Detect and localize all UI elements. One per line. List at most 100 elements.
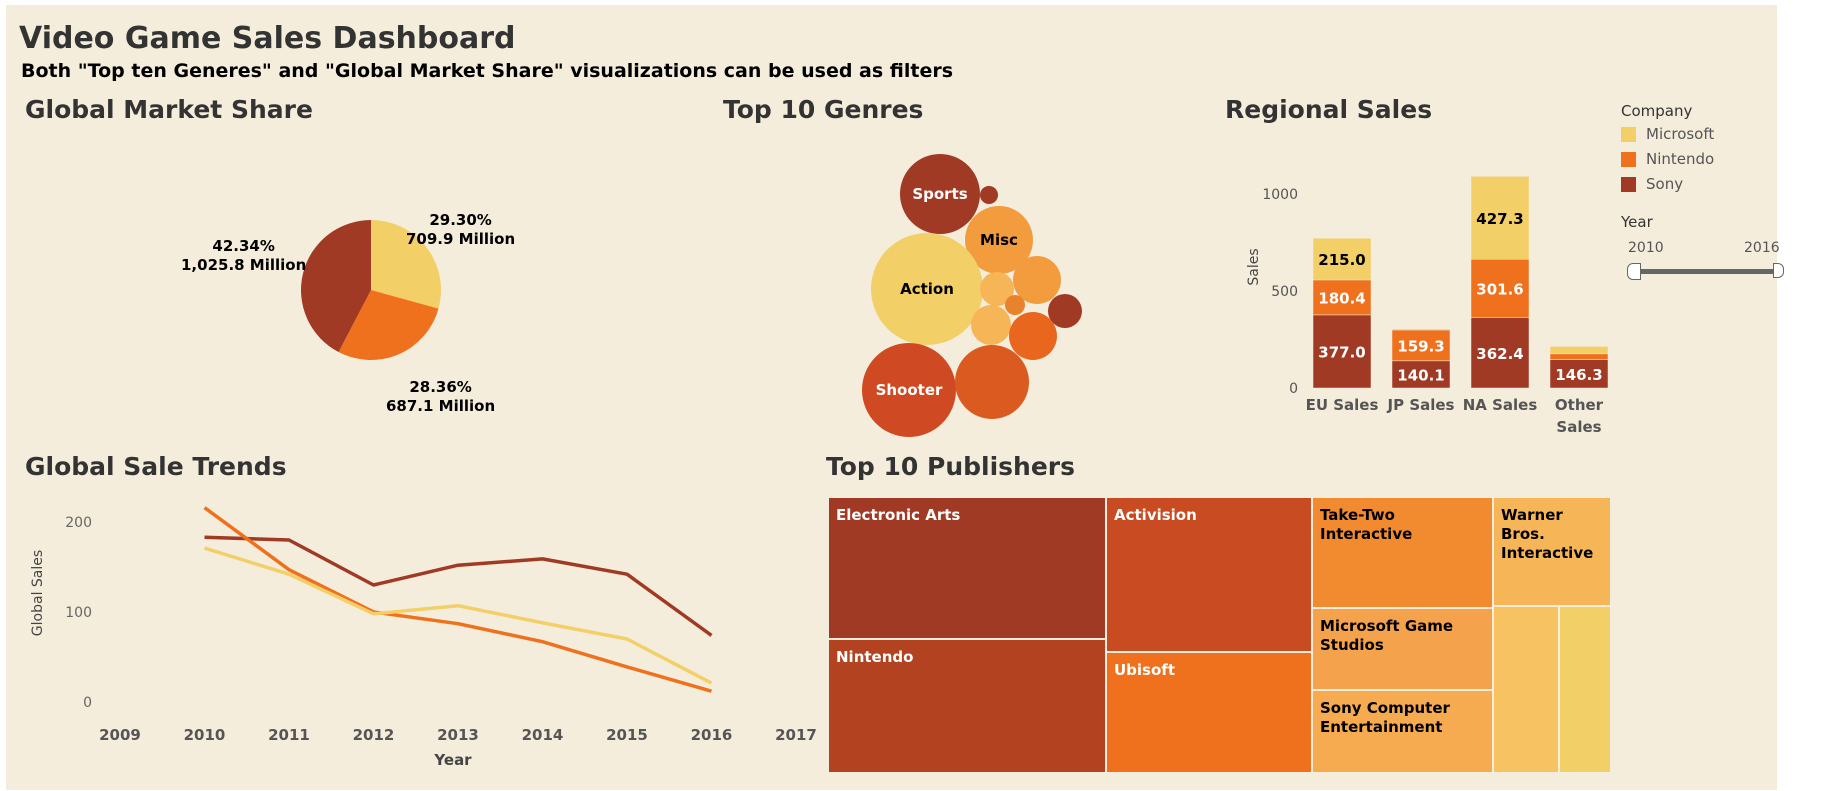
dashboard-subtitle: Both "Top ten Generes" and "Global Marke… bbox=[21, 60, 954, 82]
regional-bar-nintendo[interactable] bbox=[1470, 258, 1530, 318]
trends-x-tick: 2012 bbox=[353, 726, 395, 744]
regional-bar-label: 377.0 bbox=[1318, 343, 1365, 361]
pie-slice-sony[interactable] bbox=[301, 220, 371, 353]
genre-bubble-6[interactable] bbox=[1013, 256, 1061, 304]
trends-line-chart[interactable]: Global Sales 0 100 200 2009 2010 2011 2012 201… bbox=[6, 495, 826, 785]
trends-x-tick: 2015 bbox=[606, 726, 648, 744]
legend-item-microsoft[interactable]: Microsoft bbox=[1621, 125, 1714, 145]
pie-label-microsoft-percent: 29.30% bbox=[429, 211, 492, 229]
publisher-tile-10[interactable] bbox=[1559, 606, 1611, 773]
genre-label-action: Action bbox=[900, 280, 954, 298]
publisher-microsoft-game-studios[interactable]: Microsoft Game Studios bbox=[1312, 608, 1493, 690]
pie-label-nintendo: 28.36% 687.1 Million bbox=[386, 378, 495, 416]
pie-label-microsoft: 29.30% 709.9 Million bbox=[406, 211, 515, 249]
legend-item-nintendo[interactable]: Nintendo bbox=[1621, 150, 1714, 170]
trends-x-tick: 2014 bbox=[522, 726, 564, 744]
pie-slice-nintendo[interactable] bbox=[338, 290, 439, 360]
regional-bar-label: 427.3 bbox=[1476, 210, 1523, 228]
market-share-title: Global Market Share bbox=[25, 95, 313, 124]
genre-bubble-action[interactable] bbox=[871, 233, 983, 345]
year-slider-handle-max[interactable] bbox=[1773, 263, 1784, 278]
trend-line-nintendo[interactable] bbox=[203, 506, 712, 693]
genres-title: Top 10 Genres bbox=[723, 95, 924, 124]
regional-category-label: Other bbox=[1555, 396, 1604, 414]
genre-bubble-10[interactable] bbox=[1009, 312, 1057, 360]
legend-item-sony[interactable]: Sony bbox=[1621, 175, 1683, 195]
market-share-pie[interactable] bbox=[6, 135, 566, 435]
regional-bar-sony[interactable] bbox=[1312, 314, 1372, 389]
year-filter-title: Year bbox=[1621, 213, 1653, 231]
regional-bar-microsoft[interactable] bbox=[1312, 237, 1372, 281]
trends-x-tick: 2009 bbox=[99, 726, 141, 744]
publisher-sony-computer-entertainment[interactable]: Sony Computer Entertainment bbox=[1312, 690, 1493, 773]
legend-swatch-sony bbox=[1621, 177, 1636, 192]
genre-bubble-12[interactable] bbox=[955, 345, 1029, 419]
genre-bubble-shooter[interactable] bbox=[862, 343, 956, 437]
legend-swatch-nintendo bbox=[1621, 152, 1636, 167]
genre-bubble-9[interactable] bbox=[971, 305, 1011, 345]
publisher-electronic-arts[interactable]: Electronic Arts bbox=[828, 497, 1106, 639]
regional-bar-nintendo[interactable] bbox=[1391, 329, 1451, 362]
trends-y-tick: 0 bbox=[83, 695, 92, 711]
genre-bubble-8[interactable] bbox=[1048, 294, 1082, 328]
trends-title: Global Sale Trends bbox=[25, 452, 287, 481]
dashboard-title: Video Game Sales Dashboard bbox=[19, 21, 516, 56]
publisher-nintendo[interactable]: Nintendo bbox=[828, 639, 1106, 773]
regional-bar-sony[interactable] bbox=[1470, 317, 1530, 389]
legend-label-microsoft: Microsoft bbox=[1646, 125, 1715, 143]
publishers-treemap[interactable]: Electronic Arts Nintendo Activision Ubis… bbox=[828, 497, 1611, 773]
year-slider-track[interactable] bbox=[1633, 269, 1783, 274]
publisher-take-two[interactable]: Take-Two Interactive bbox=[1312, 497, 1493, 608]
dashboard: Video Game Sales Dashboard Both "Top ten… bbox=[6, 5, 1784, 790]
regional-category-label: Sales bbox=[1556, 418, 1601, 436]
trend-line-microsoft[interactable] bbox=[203, 546, 713, 685]
genre-label-misc: Misc bbox=[980, 231, 1018, 249]
trends-y-axis-label: Global Sales bbox=[30, 550, 46, 636]
trends-y-tick: 200 bbox=[65, 515, 92, 531]
regional-bar-label: 140.1 bbox=[1397, 366, 1444, 384]
regional-bar-sony[interactable] bbox=[1391, 360, 1451, 389]
pie-label-sony-percent: 42.34% bbox=[212, 237, 275, 255]
regional-category-label: NA Sales bbox=[1463, 396, 1538, 414]
regional-bar-microsoft[interactable] bbox=[1391, 328, 1451, 331]
regional-bar-nintendo[interactable] bbox=[1549, 353, 1609, 360]
publishers-title: Top 10 Publishers bbox=[826, 452, 1075, 481]
regional-bar-label: 301.6 bbox=[1476, 280, 1523, 298]
regional-bar-label: 215.0 bbox=[1318, 251, 1365, 269]
pie-label-sony: 42.34% 1,025.8 Million bbox=[181, 237, 306, 275]
regional-category-label: EU Sales bbox=[1306, 396, 1379, 414]
regional-bar-microsoft[interactable] bbox=[1549, 346, 1609, 355]
publisher-tile-9[interactable] bbox=[1493, 606, 1559, 773]
genre-bubble-2[interactable] bbox=[980, 186, 998, 204]
pie-label-sony-value: 1,025.8 Million bbox=[181, 256, 307, 274]
legend-swatch-microsoft bbox=[1621, 127, 1636, 142]
genres-bubble-chart[interactable]: Sports Misc Action Shooter bbox=[846, 145, 1086, 445]
genre-label-shooter: Shooter bbox=[876, 381, 943, 399]
company-legend: Company Microsoft Nintendo Sony bbox=[1621, 102, 1781, 212]
trends-x-tick: 2017 bbox=[775, 726, 817, 744]
regional-bar-sony[interactable] bbox=[1549, 359, 1609, 389]
regional-y-tick: 0 bbox=[1289, 381, 1298, 397]
regional-bar-label: 362.4 bbox=[1476, 345, 1523, 363]
pie-label-nintendo-value: 687.1 Million bbox=[386, 397, 496, 415]
regional-y-axis-label: Sales bbox=[1246, 248, 1262, 285]
year-filter-max: 2016 bbox=[1744, 240, 1780, 256]
trends-x-tick: 2010 bbox=[184, 726, 226, 744]
regional-bar-label: 146.3 bbox=[1555, 366, 1602, 384]
regional-sales-chart[interactable]: Sales 0 500 1000 377.0 180.4 215.0 140.1 159.3… bbox=[1226, 145, 1616, 445]
publisher-activision[interactable]: Activision bbox=[1106, 497, 1312, 652]
year-filter-min: 2010 bbox=[1628, 240, 1664, 256]
genre-bubble-misc[interactable] bbox=[965, 206, 1033, 274]
genre-bubble-7[interactable] bbox=[1005, 295, 1025, 315]
genre-bubble-5[interactable] bbox=[980, 272, 1014, 306]
pie-label-microsoft-value: 709.9 Million bbox=[406, 230, 516, 248]
year-slider-handle-min[interactable] bbox=[1627, 263, 1641, 280]
pie-slice-microsoft[interactable] bbox=[371, 220, 441, 309]
legend-label-sony: Sony bbox=[1646, 175, 1684, 193]
regional-bar-microsoft[interactable] bbox=[1470, 176, 1530, 260]
trend-line-sony[interactable] bbox=[204, 535, 713, 637]
genre-bubble-sports[interactable] bbox=[900, 154, 980, 234]
genre-label-sports: Sports bbox=[912, 185, 967, 203]
publisher-ubisoft[interactable]: Ubisoft bbox=[1106, 652, 1312, 773]
publisher-warner-bros[interactable]: Warner Bros. Interactive bbox=[1493, 497, 1611, 606]
